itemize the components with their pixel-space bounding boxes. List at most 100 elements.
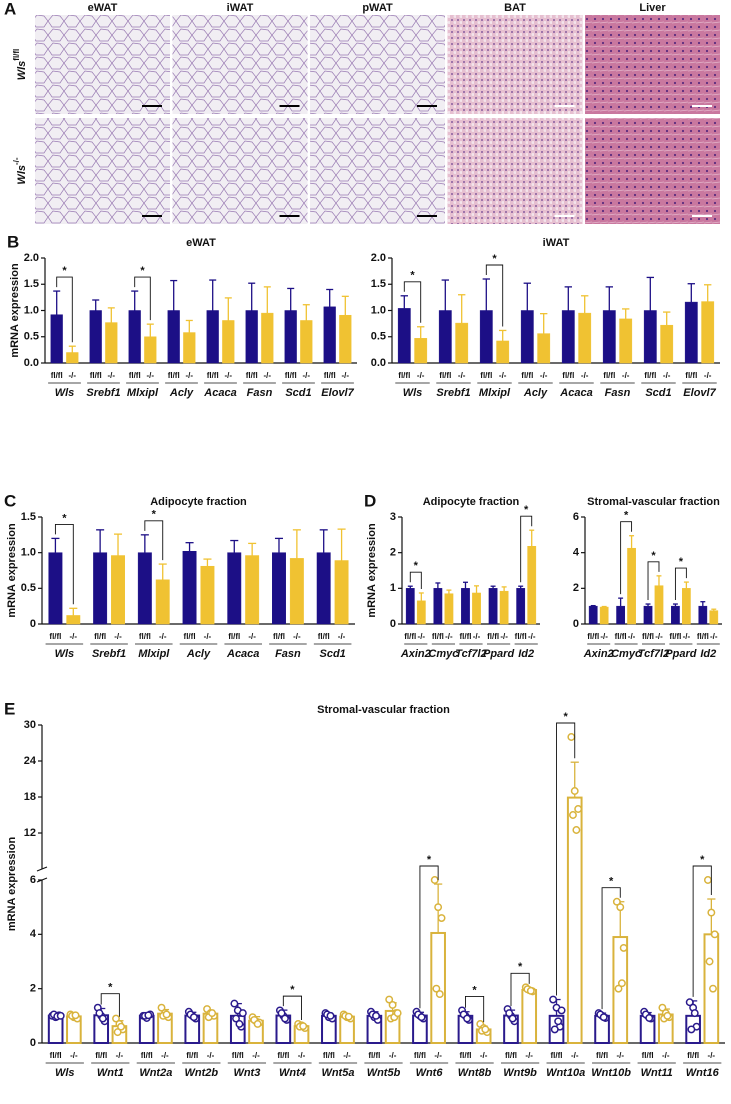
data-point xyxy=(709,984,717,993)
data-point xyxy=(344,1012,353,1021)
bar xyxy=(599,606,609,625)
x-tick-label: Wnt1 xyxy=(97,1067,124,1079)
group-label: -/- xyxy=(342,371,350,380)
data-point xyxy=(385,995,394,1004)
data-point xyxy=(235,1020,244,1028)
group-label: fl/fl xyxy=(285,371,297,380)
group-label: -/- xyxy=(704,371,712,380)
group-label: fl/fl xyxy=(94,632,106,641)
x-tick-label: Acly xyxy=(523,387,548,399)
data-point xyxy=(232,1014,240,1023)
histology-image xyxy=(447,15,583,114)
panel-letter: E xyxy=(4,699,15,718)
y-tick-label: 1.5 xyxy=(21,511,36,523)
bar xyxy=(300,320,313,364)
x-tick-label: Wnt2a xyxy=(139,1067,172,1079)
y-axis-label: mRNA expression xyxy=(6,523,18,618)
y-tick-label: 12 xyxy=(24,827,36,839)
chart-title: Adipocyte fraction xyxy=(150,496,247,508)
bar xyxy=(397,308,411,364)
group-label: -/- xyxy=(655,632,663,641)
significance-bracket xyxy=(134,276,151,321)
bar xyxy=(144,336,157,364)
group-label: -/- xyxy=(600,632,608,641)
data-point xyxy=(56,1011,65,1020)
group-label: fl/fl xyxy=(324,371,336,380)
significance-star: * xyxy=(651,550,656,562)
y-tick-label: 0 xyxy=(390,618,396,630)
y-tick-label: 18 xyxy=(24,791,36,803)
group-label: fl/fl xyxy=(685,371,697,380)
bar xyxy=(93,552,108,625)
histology-image xyxy=(35,15,170,114)
group-label: -/- xyxy=(683,632,691,641)
group-label: -/- xyxy=(663,371,671,380)
bar xyxy=(561,310,575,364)
group-label: fl/fl xyxy=(642,632,654,641)
group-label: fl/fl xyxy=(459,632,471,641)
data-point xyxy=(570,787,579,795)
bar xyxy=(155,579,170,625)
bar xyxy=(698,605,708,625)
group-label: fl/fl xyxy=(207,371,219,380)
histology-image xyxy=(172,118,308,224)
bar xyxy=(405,588,415,625)
bar xyxy=(111,555,125,625)
data-point xyxy=(619,943,628,952)
group-label: fl/fl xyxy=(318,632,330,641)
bar xyxy=(516,588,526,625)
x-tick-label: Wnt2b xyxy=(185,1067,219,1079)
significance-star: * xyxy=(563,711,568,723)
x-tick-label: Acaca xyxy=(559,387,592,399)
group-label: fl/fl xyxy=(50,1051,62,1060)
data-point xyxy=(687,1025,696,1034)
y-axis-label: mRNA expression xyxy=(9,263,21,358)
y-tick-label: 4 xyxy=(573,547,580,559)
group-label: fl/fl xyxy=(551,1051,563,1060)
x-tick-label: Wls xyxy=(55,387,75,399)
y-tick-label: 0 xyxy=(30,618,36,630)
group-label: -/- xyxy=(525,1051,533,1060)
x-tick-label: Wnt9b xyxy=(503,1067,537,1079)
significance-bracket xyxy=(144,520,164,561)
bar xyxy=(588,605,598,625)
group-label: fl/fl xyxy=(228,632,240,641)
group-label: fl/fl xyxy=(562,371,574,380)
significance-bracket xyxy=(465,995,485,1023)
chart-title: iWAT xyxy=(543,237,570,249)
data-point xyxy=(705,957,714,966)
group-label: fl/fl xyxy=(414,1051,426,1060)
group-label: fl/fl xyxy=(168,371,180,380)
data-point xyxy=(432,984,441,993)
data-point xyxy=(326,1011,335,1020)
x-tick-label: Elovl7 xyxy=(321,387,354,399)
group-label: fl/fl xyxy=(323,1051,335,1060)
group-label: fl/fl xyxy=(49,632,61,641)
bar xyxy=(455,322,469,364)
bar xyxy=(206,310,219,364)
panel-letter: B xyxy=(7,232,19,251)
bar xyxy=(105,322,118,364)
y-tick-label: 3 xyxy=(390,511,396,523)
group-label: fl/fl xyxy=(587,632,599,641)
bar xyxy=(619,318,633,364)
x-tick-label: Axin2 xyxy=(400,648,431,660)
y-tick-label: 6 xyxy=(573,511,579,523)
bar xyxy=(167,310,180,364)
bar xyxy=(461,588,470,625)
group-label: -/- xyxy=(480,1051,488,1060)
group-label: fl/fl xyxy=(141,1051,153,1060)
bar xyxy=(272,552,286,625)
significance-bracket xyxy=(556,722,576,996)
significance-bracket xyxy=(485,264,504,327)
x-tick-label: Acaca xyxy=(226,648,259,660)
bar xyxy=(627,547,636,625)
group-label: fl/fl xyxy=(697,632,709,641)
bar xyxy=(578,312,592,364)
data-point xyxy=(612,897,621,906)
significance-bracket xyxy=(601,887,621,1010)
group-label: fl/fl xyxy=(95,1051,107,1060)
data-point xyxy=(574,805,583,813)
data-point xyxy=(253,1020,262,1028)
